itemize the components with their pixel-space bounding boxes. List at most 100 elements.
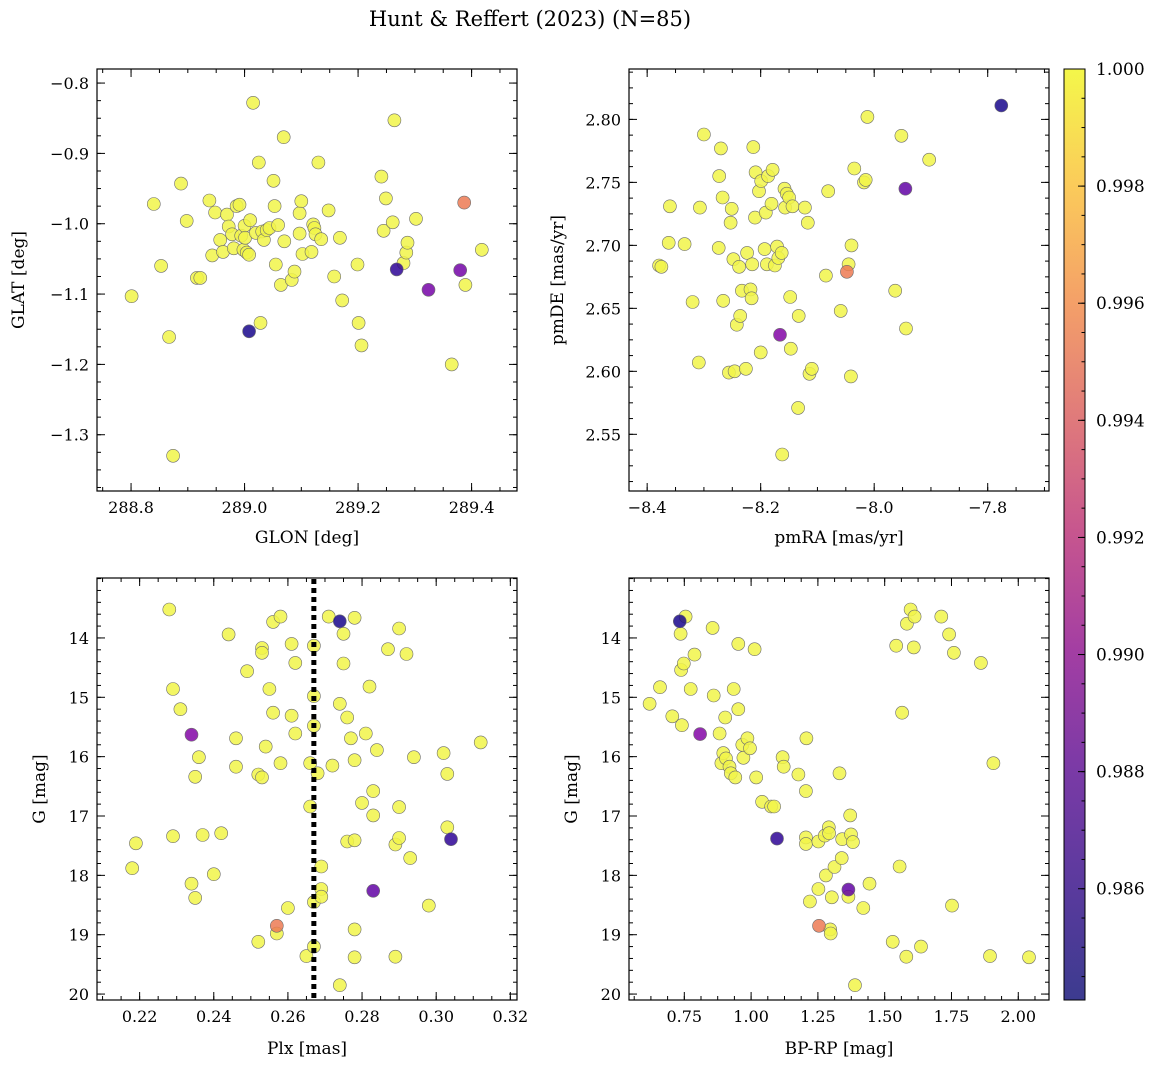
scatter-point bbox=[821, 184, 836, 198]
scatter-point bbox=[385, 215, 400, 230]
x-tick-label: 0.28 bbox=[344, 1007, 380, 1026]
panel-pmra-pmde: −8.4 −8.2 −8.0 −7.8 2.55 2.60 2.65 2.70 2.75 2.80… bbox=[548, 68, 1050, 548]
scatter-point bbox=[366, 808, 381, 823]
scatter-point bbox=[860, 110, 875, 124]
scatter-point bbox=[229, 731, 243, 746]
scatter-point bbox=[376, 224, 391, 238]
scatter-point bbox=[347, 753, 362, 768]
scatter-point bbox=[856, 901, 871, 915]
scatter-point bbox=[336, 656, 351, 671]
scatter-point bbox=[232, 197, 247, 212]
scatter-point bbox=[844, 238, 859, 253]
colorbar-tick-label: 0.998 bbox=[1096, 177, 1145, 197]
scatter-point bbox=[202, 193, 217, 208]
scatter-point bbox=[379, 191, 393, 206]
y-tick-label: −0.8 bbox=[50, 74, 89, 93]
scatter-point bbox=[731, 702, 746, 717]
axis-ticks-glon-glat: 288.8 289.0 289.2 289.4 −1.3 −1.2 −1.1 −1.0 −0.9… bbox=[50, 69, 517, 517]
x-tick-label: 0.75 bbox=[666, 1007, 702, 1026]
scatter-point bbox=[894, 129, 909, 143]
scatter-point bbox=[715, 190, 730, 205]
scatter-point bbox=[791, 309, 806, 323]
y-tick-label: 20 bbox=[69, 985, 89, 1004]
scatter-point bbox=[340, 710, 355, 725]
scatter-point bbox=[184, 727, 199, 742]
scatter-point bbox=[124, 289, 139, 304]
scatter-point bbox=[311, 155, 326, 170]
scatter-point bbox=[693, 727, 707, 741]
scatter-point bbox=[294, 194, 309, 208]
scatter-point bbox=[718, 710, 733, 725]
scatter-point bbox=[292, 206, 307, 220]
scatter-point bbox=[799, 784, 813, 798]
scatter-point bbox=[184, 876, 199, 891]
scatter-point bbox=[827, 860, 842, 874]
scatter-point bbox=[844, 369, 858, 384]
scatter-point bbox=[332, 978, 347, 993]
scatter-point bbox=[392, 831, 406, 845]
scatter-point bbox=[642, 696, 657, 711]
scatter-point bbox=[994, 98, 1009, 113]
scatter-point bbox=[221, 627, 236, 642]
scatter-point bbox=[436, 746, 451, 760]
scatter-point bbox=[392, 621, 406, 636]
scatter-point bbox=[284, 637, 299, 651]
scatter-point bbox=[344, 731, 358, 746]
scatter-points-bprp-g bbox=[642, 602, 1036, 993]
scatter-point bbox=[253, 316, 268, 330]
scatter-point bbox=[314, 889, 329, 904]
scatter-point bbox=[358, 726, 373, 741]
y-tick-label: 2.65 bbox=[585, 299, 621, 318]
scatter-point bbox=[663, 199, 677, 214]
scatter-point bbox=[195, 828, 210, 842]
y-tick-label: 2.75 bbox=[585, 173, 621, 192]
scatter-point bbox=[800, 215, 815, 230]
scatter-point bbox=[214, 826, 228, 841]
x-tick-label: 1.25 bbox=[800, 1007, 836, 1026]
scatter-point bbox=[922, 152, 937, 167]
scatter-point bbox=[188, 769, 202, 784]
scatter-point bbox=[266, 705, 280, 720]
scatter-point bbox=[409, 212, 423, 226]
y-tick-label: 18 bbox=[69, 866, 89, 885]
scatter-point bbox=[174, 176, 188, 191]
scatter-point bbox=[162, 330, 176, 344]
scatter-point bbox=[697, 127, 711, 142]
scatter-point bbox=[457, 195, 472, 210]
scatter-point bbox=[381, 642, 395, 657]
scatter-point bbox=[453, 263, 468, 278]
scatter-point bbox=[711, 241, 726, 255]
scatter-point bbox=[366, 883, 381, 898]
scatter-point bbox=[255, 770, 269, 785]
y-tick-label: 17 bbox=[601, 807, 621, 826]
x-tick-label: 0.32 bbox=[493, 1007, 529, 1026]
panel-bprp-g: 0.75 1.00 1.25 1.50 1.75 2.00 14 15 16 17 18 19 20 B… bbox=[562, 577, 1050, 1059]
scatter-point bbox=[271, 218, 285, 232]
scatter-point bbox=[325, 758, 340, 773]
scatter-point bbox=[350, 257, 365, 272]
scatter-point bbox=[727, 364, 742, 379]
x-tick-label: −8.0 bbox=[855, 498, 894, 517]
scatter-point bbox=[824, 890, 839, 905]
x-axis-label-plx-g: Plx [mas] bbox=[267, 1039, 347, 1059]
scatter-point bbox=[848, 978, 862, 993]
y-tick-label: −1.1 bbox=[50, 285, 89, 304]
scatter-point bbox=[739, 361, 753, 376]
scatter-point bbox=[898, 181, 913, 196]
scatter-point bbox=[258, 739, 273, 754]
scatter-point bbox=[399, 647, 414, 661]
scatter-point bbox=[731, 637, 746, 651]
scatter-point bbox=[753, 345, 768, 360]
panel-plx-g: 0.22 0.24 0.26 0.28 0.30 0.32 14 15 16 17 18 19 20 P… bbox=[30, 577, 529, 1059]
scatter-point bbox=[125, 861, 139, 876]
scatter-point bbox=[188, 891, 202, 905]
y-tick-label: 2.70 bbox=[585, 236, 621, 255]
y-tick-label: 2.55 bbox=[585, 425, 621, 444]
x-tick-label: 289.0 bbox=[222, 498, 268, 517]
scatter-point bbox=[776, 759, 791, 774]
scatter-point bbox=[986, 756, 1001, 771]
scatter-point bbox=[362, 679, 377, 694]
scatter-point bbox=[693, 200, 707, 215]
scatter-point bbox=[421, 282, 436, 297]
scatter-point bbox=[983, 949, 997, 963]
